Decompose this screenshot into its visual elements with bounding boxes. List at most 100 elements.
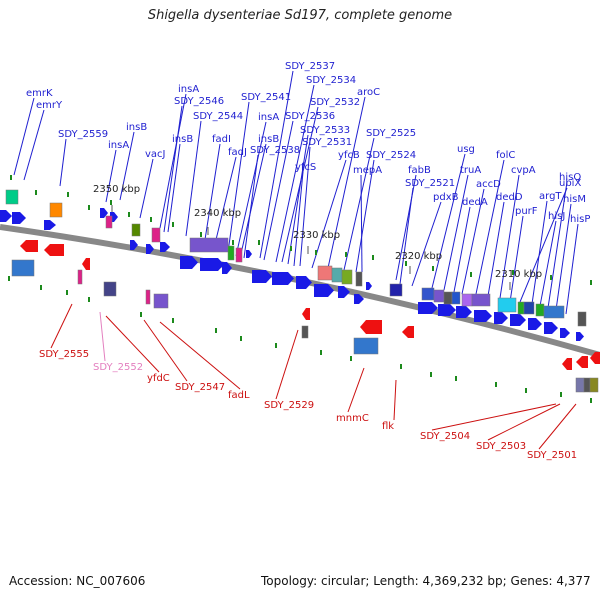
gene-label-forward: dedA	[462, 197, 488, 208]
reverse-gene-arrow	[590, 352, 600, 364]
gene-label-forward: SDY_2546	[174, 96, 224, 107]
leader-line-forward	[167, 143, 181, 233]
genes-value: 4,377	[556, 574, 591, 588]
kbp-label: 2320 kbp	[395, 251, 442, 262]
gene-block	[461, 293, 473, 307]
forward-gene-arrow	[456, 306, 472, 318]
gene-label-forward: hisM	[563, 194, 586, 205]
gene-block	[389, 283, 403, 297]
leader-line-forward	[311, 159, 347, 269]
gene-block	[517, 301, 525, 315]
gene-label-forward: purF	[515, 206, 538, 217]
reverse-gene-arrow	[20, 240, 38, 252]
reverse-gene-arrow	[302, 308, 310, 320]
gene-label-reverse: mnmC	[336, 413, 369, 424]
forward-gene-arrow	[180, 256, 198, 269]
gene-block	[535, 303, 545, 317]
gene-block	[317, 265, 333, 281]
leader-line-forward	[243, 154, 259, 259]
gene-label-forward: insA	[178, 84, 199, 95]
gene-block	[145, 289, 151, 305]
gene-label-forward: usg	[457, 144, 475, 155]
tick-mark	[150, 217, 152, 222]
tick-mark	[172, 318, 174, 323]
tick-mark	[88, 205, 90, 210]
gene-block	[153, 293, 169, 309]
forward-gene-arrow	[246, 250, 252, 258]
leader-line-forward	[163, 105, 183, 233]
gene-block	[451, 291, 461, 305]
topology-label: Topology:	[261, 574, 318, 588]
gene-label-forward: SDY_2525	[366, 128, 416, 139]
leader-line-forward	[475, 159, 505, 295]
tick-mark	[40, 285, 42, 290]
tick-mark	[275, 343, 277, 348]
leader-line-reverse	[99, 311, 106, 362]
tick-mark	[400, 364, 402, 369]
leader-line-reverse	[143, 319, 188, 382]
genome-summary: Topology: circular; Length: 4,369,232 bp…	[261, 574, 591, 588]
gene-label-forward: vacJ	[145, 149, 166, 160]
gene-label-forward: SDY_2534	[306, 75, 356, 86]
leader-line-forward	[355, 159, 375, 273]
gene-label-reverse: fadL	[228, 390, 250, 401]
leader-line-reverse	[275, 329, 299, 400]
gene-label-reverse: SDY_2501	[527, 450, 577, 461]
leader-line-reverse	[159, 321, 241, 390]
leader-line-forward	[139, 158, 154, 219]
gene-label-forward: insA	[258, 112, 279, 123]
gene-block	[235, 247, 243, 263]
gene-block	[355, 271, 363, 287]
tick-mark	[240, 336, 242, 341]
gene-label-forward: dedD	[496, 192, 523, 203]
tick-mark	[455, 376, 457, 381]
gene-label-reverse: SDY_2503	[476, 441, 526, 452]
leader-line-reverse	[431, 403, 557, 431]
tick-mark	[405, 261, 407, 266]
forward-gene-arrow	[100, 208, 108, 218]
gene-label-forward: SDY_2533	[300, 125, 350, 136]
gene-block	[575, 377, 585, 393]
leader-line-forward	[411, 201, 442, 287]
gene-label-forward: yfcS	[295, 162, 316, 173]
gene-label-forward: fabB	[408, 165, 431, 176]
leader-line-forward	[531, 200, 548, 305]
leader-line-forward	[239, 143, 267, 259]
forward-gene-arrow	[366, 282, 372, 290]
tick-mark	[8, 276, 10, 281]
forward-gene-arrow	[418, 302, 438, 314]
gene-label-forward: SDY_2536	[285, 111, 335, 122]
accession-value: NC_007606	[76, 574, 146, 588]
leader-line-reverse	[538, 403, 577, 450]
leader-line-forward	[13, 97, 35, 176]
gene-label-forward: emrY	[36, 100, 63, 111]
forward-gene-arrow	[0, 210, 12, 222]
gene-features	[0, 189, 600, 393]
tick-mark	[35, 190, 37, 195]
gene-block	[227, 245, 235, 261]
leader-line-reverse	[393, 379, 397, 421]
tick-mark	[350, 356, 352, 361]
leader-line-forward	[327, 96, 366, 269]
backbone-line	[0, 224, 600, 358]
leader-line-forward	[360, 174, 363, 273]
gene-label-forward: pdxB	[433, 192, 459, 203]
tick-mark	[590, 280, 592, 285]
gene-block	[105, 215, 113, 229]
tick-mark	[110, 200, 112, 205]
gene-label-forward: SDY_2531	[302, 137, 352, 148]
tick-mark	[495, 382, 497, 387]
gene-block	[353, 337, 379, 355]
gene-label-forward: SDY_2537	[285, 61, 335, 72]
leader-line-forward	[299, 146, 311, 267]
leader-line-forward	[203, 143, 221, 247]
gene-label-forward: SDY_2559	[58, 129, 108, 140]
forward-gene-arrow	[494, 312, 508, 324]
tick-mark	[345, 252, 347, 257]
forward-gene-arrow	[222, 262, 232, 274]
length-label: Length:	[373, 574, 419, 588]
tick-mark	[430, 372, 432, 377]
leader-line-forward	[565, 223, 579, 315]
leader-line-forward	[487, 201, 505, 297]
